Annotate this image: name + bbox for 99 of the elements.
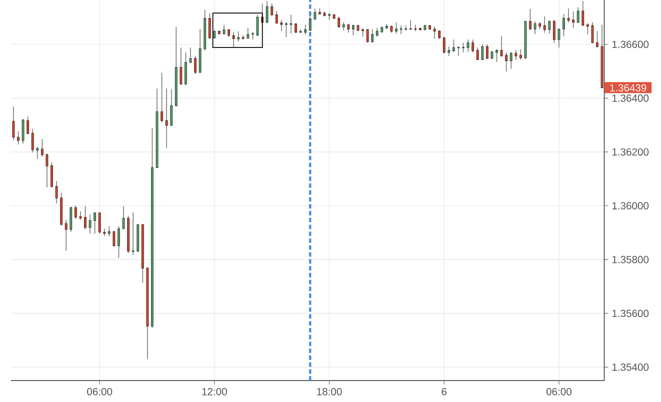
candlestick [500,36,503,57]
candlestick [232,31,235,48]
candlestick [237,30,240,42]
candlestick [184,52,187,86]
candlestick [409,19,412,30]
candlestick [285,22,288,38]
candlestick [552,19,556,44]
candlestick [371,28,374,42]
candlestick [108,226,110,236]
candlestick [433,26,436,40]
candlestick [366,28,369,42]
candlestick [529,8,532,30]
candlestick [180,47,182,86]
candlestick [395,22,398,34]
candlestick [64,219,68,252]
candlestick [591,22,594,44]
candlestick [596,30,598,48]
candlestick [194,55,197,74]
candlestick [486,44,488,60]
candlestick [338,16,340,28]
candlestick [246,27,250,39]
y-tick-label: 1.36000 [612,202,649,210]
candlestick [576,6,580,24]
candlestick [222,24,226,35]
candlestick [50,162,53,188]
candlestick [165,88,168,148]
candlestick [543,16,546,34]
candlestick [189,47,192,64]
candlestick [452,39,455,52]
candlestick [103,228,106,236]
candlestick [466,39,470,52]
candlestick [558,28,560,48]
candlestick [55,180,58,204]
x-tick-label: 06:00 [546,388,572,396]
candlestick [84,206,86,230]
candlestick [462,42,464,53]
candlestick [266,0,268,24]
x-tick-label: 6 [442,388,447,396]
candlestick [275,10,278,24]
y-tick-label: 1.36600 [612,40,649,48]
candlestick [198,28,202,74]
candlestick [88,214,92,234]
candlestick [17,130,20,145]
candlestick [170,88,173,126]
candlestick [304,24,307,35]
candlestick [40,138,44,158]
candlestick [481,44,484,60]
candlestick [582,0,584,26]
candlestick [74,204,77,220]
candlestick [280,19,283,32]
candlestick [476,47,479,60]
candlestick [31,128,34,153]
candlestick [457,46,460,56]
candlestick [567,8,570,23]
candlestick [70,206,72,232]
y-tick-label: 1.36400 [612,94,649,102]
candlestick [98,212,101,234]
candlestick [519,48,522,60]
candlestick [208,12,211,40]
candlestick [548,20,551,34]
candlestick [290,14,292,34]
candlestick [26,116,30,135]
candlestick [122,206,125,230]
y-tick-label: 1.36200 [612,148,649,156]
candlestick [314,8,316,20]
candlestick [586,22,589,35]
candlestick [510,51,512,70]
candlestick [308,12,312,32]
y-tick-label: 1.35600 [612,310,649,317]
candlestick [562,13,565,37]
candlestick [36,146,39,160]
x-tick-label: 18:00 [317,388,342,396]
candlestick [472,39,474,53]
candlestick [514,50,518,60]
candlestick [496,48,498,62]
candlestick [534,21,536,34]
x-tick-label: 06:00 [87,388,112,396]
candlestick [94,212,96,234]
candlestick [22,118,24,144]
candlestick [46,153,48,188]
candlestick [12,106,15,141]
candlestick [132,212,134,256]
candlestick [118,226,120,258]
y-tick-label: 1.35400 [612,363,649,371]
candlestick [505,52,508,72]
candlestick [414,24,417,32]
candlestick [352,24,354,36]
candlestick [400,25,402,34]
candlestick [448,46,450,56]
candlestick [572,11,575,28]
candlestick [112,231,116,247]
candlestick [160,72,164,123]
x-tick-label: 12:00 [202,388,227,396]
text: 1.36439 [610,84,646,92]
candlestick [294,22,297,34]
candlestick [270,2,274,16]
candlestick [442,36,446,54]
candlestick [347,23,350,34]
y-tick-label: 1.35800 [612,256,649,264]
